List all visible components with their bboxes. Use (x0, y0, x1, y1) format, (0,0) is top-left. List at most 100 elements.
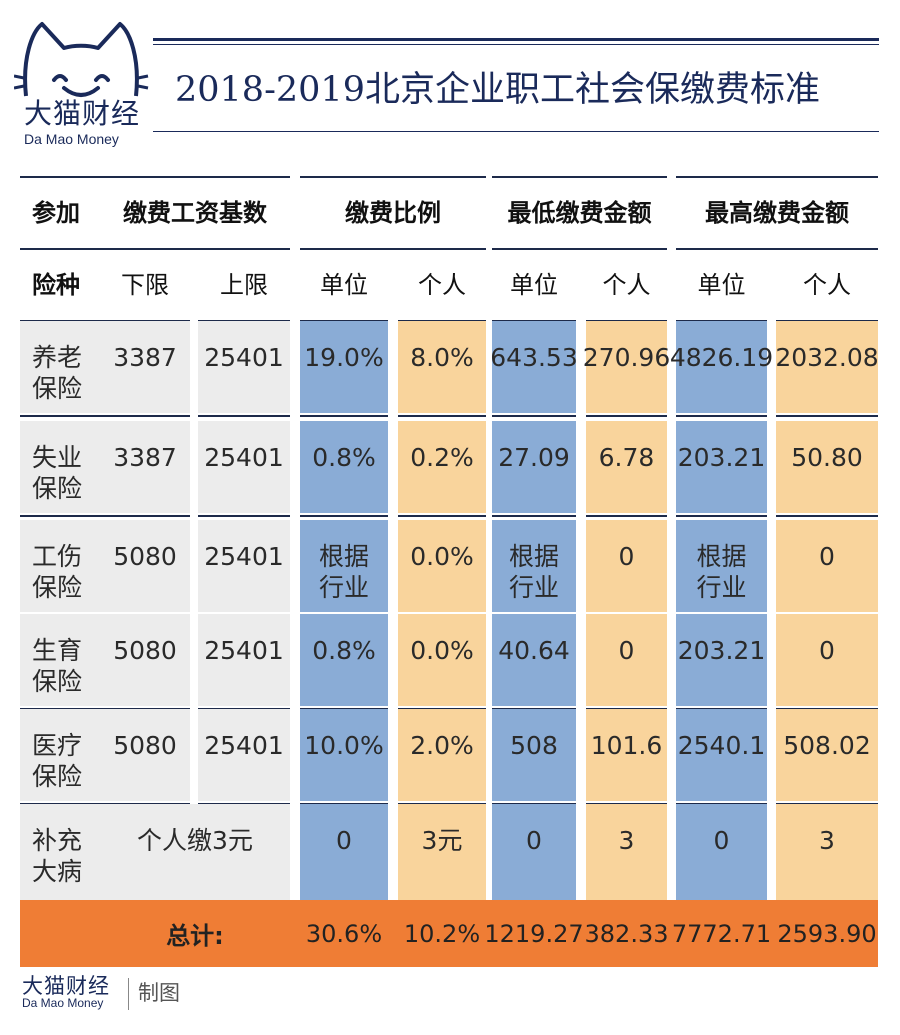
da-mao-cat-logo (14, 22, 149, 97)
table-rule (100, 248, 290, 250)
footer-made-by: 制图 (138, 981, 180, 1005)
row-label: 养老 保险 (20, 321, 110, 413)
header-sub-cell: 个人 (803, 270, 851, 299)
table-cell: 50.80 (776, 421, 878, 513)
row-divider (676, 415, 767, 417)
table-rule (676, 176, 878, 178)
table-cell: 508 (492, 709, 576, 801)
table-cell: 根据 行业 (492, 520, 576, 612)
footer-brand-cn: 大猫财经 (22, 974, 110, 998)
total-cell: 30.6% (305, 919, 383, 948)
row-divider (776, 415, 878, 417)
table-cell: 个人缴3元 (100, 804, 290, 900)
table-cell: 5080 (100, 709, 190, 801)
table-rule (100, 176, 290, 178)
table-cell: 根据 行业 (676, 520, 767, 612)
table-cell: 5080 (100, 520, 190, 612)
table-cell: 4826.19 (670, 321, 773, 413)
table-cell: 25401 (198, 321, 290, 413)
table-cell: 25401 (198, 614, 290, 706)
table-cell: 3 (776, 804, 878, 900)
page-title: 2018-2019北京企业职工社会保缴费标准 (175, 70, 820, 110)
table-cell: 6.78 (586, 421, 667, 513)
title-rule (153, 44, 879, 45)
table-cell: 0 (492, 804, 576, 900)
brand-name-en: Da Mao Money (24, 131, 119, 147)
table-rule (300, 248, 486, 250)
row-divider (20, 415, 110, 417)
table-cell: 19.0% (300, 321, 388, 413)
header-top-cell: 参加 (32, 198, 80, 227)
table-rule (20, 176, 110, 178)
table-cell: 2032.08 (775, 321, 879, 413)
header-sub-cell: 上限 (220, 270, 268, 299)
header-sub-cell: 单位 (510, 270, 558, 299)
table-cell: 10.0% (300, 709, 388, 801)
row-label: 生育 保险 (20, 614, 110, 706)
footer-brand-en: Da Mao Money (22, 996, 104, 1010)
table-cell: 25401 (198, 421, 290, 513)
table-cell: 25401 (198, 709, 290, 801)
header-top-cell: 缴费比例 (345, 198, 441, 227)
table-rule (492, 176, 667, 178)
table-cell: 40.64 (492, 614, 576, 706)
table-cell: 3 (586, 804, 667, 900)
table-cell: 0 (586, 614, 667, 706)
row-divider (586, 415, 667, 417)
title-rule (153, 131, 879, 132)
table-cell: 25401 (198, 520, 290, 612)
table-cell: 0 (586, 520, 667, 612)
table-rule (20, 248, 110, 250)
table-cell: 101.6 (586, 709, 667, 801)
table-rule (300, 176, 486, 178)
table-cell: 203.21 (676, 614, 767, 706)
table-cell: 3387 (100, 421, 190, 513)
table-cell: 643.53 (490, 321, 578, 413)
table-cell: 0.0% (398, 520, 486, 612)
row-label: 工伤 保险 (20, 520, 110, 612)
header-sub-cell: 单位 (697, 270, 746, 299)
table-cell: 0.0% (398, 614, 486, 706)
header-sub-cell: 单位 (320, 270, 368, 299)
table-cell: 203.21 (676, 421, 767, 513)
header-sub-cell: 险种 (32, 270, 80, 299)
total-cell: 7772.71 (671, 919, 772, 948)
row-divider (100, 415, 190, 417)
row-divider (300, 415, 388, 417)
table-cell: 0.8% (300, 421, 388, 513)
header-sub-cell: 个人 (418, 270, 466, 299)
row-divider (776, 515, 878, 517)
brand-name-cn: 大猫财经 (24, 97, 141, 130)
table-cell: 27.09 (492, 421, 576, 513)
table-cell: 0 (776, 614, 878, 706)
table-cell: 0 (300, 804, 388, 900)
row-label: 补充 大病 (20, 804, 110, 900)
title-rule (153, 38, 879, 41)
row-divider (300, 515, 388, 517)
row-label: 失业 保险 (20, 421, 110, 513)
total-cell: 1219.27 (484, 919, 584, 948)
footer-divider (128, 978, 129, 1010)
table-cell: 5080 (100, 614, 190, 706)
table-cell: 3387 (100, 321, 190, 413)
row-divider (100, 515, 190, 517)
row-divider (676, 515, 767, 517)
table-cell: 508.02 (776, 709, 878, 801)
table-cell: 0.8% (300, 614, 388, 706)
table-cell: 0.2% (398, 421, 486, 513)
row-label: 医疗 保险 (20, 709, 110, 801)
table-rule (492, 248, 667, 250)
header-top-cell: 最低缴费金额 (507, 198, 652, 227)
row-divider (492, 415, 576, 417)
total-label: 总计: (166, 922, 224, 950)
header-top-cell: 缴费工资基数 (123, 198, 267, 227)
table-cell: 2540.1 (676, 709, 767, 801)
total-cell: 382.33 (584, 919, 669, 948)
table-cell: 3元 (398, 804, 486, 900)
header-top-cell: 最高缴费金额 (705, 198, 849, 227)
table-cell: 0 (776, 520, 878, 612)
table-cell: 0 (676, 804, 767, 900)
row-divider (20, 515, 110, 517)
table-rule (676, 248, 878, 250)
table-cell: 根据 行业 (300, 520, 388, 612)
